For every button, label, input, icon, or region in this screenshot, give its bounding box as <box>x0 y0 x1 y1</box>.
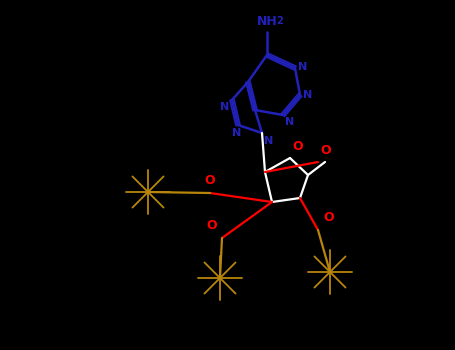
Text: O: O <box>207 219 217 232</box>
Text: O: O <box>320 144 331 157</box>
Text: O: O <box>323 211 334 224</box>
Text: O: O <box>205 174 215 187</box>
Text: N: N <box>298 62 307 72</box>
Text: N: N <box>264 136 273 146</box>
Text: N: N <box>285 117 294 127</box>
Text: O: O <box>292 140 303 153</box>
Text: 2: 2 <box>277 16 283 26</box>
Text: NH: NH <box>257 15 278 28</box>
Text: N: N <box>303 90 312 100</box>
Text: N: N <box>220 102 229 112</box>
Text: N: N <box>233 128 242 138</box>
